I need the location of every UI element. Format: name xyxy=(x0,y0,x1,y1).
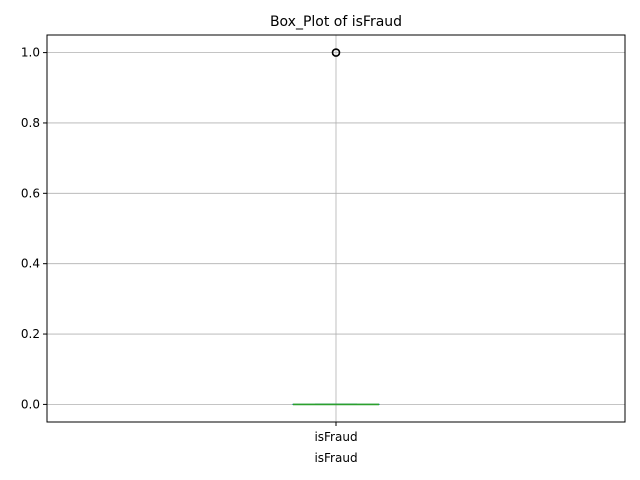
y-tick-label: 0.0 xyxy=(21,397,40,411)
boxes xyxy=(292,48,380,406)
y-tick-label: 0.6 xyxy=(21,186,40,200)
grid-lines xyxy=(47,35,625,422)
x-axis-label: isFraud xyxy=(314,451,357,465)
y-axis: 0.0 0.2 0.4 0.6 0.8 1.0 xyxy=(21,46,47,411)
chart-title: Box_Plot of isFraud xyxy=(270,14,402,30)
y-tick-label: 0.8 xyxy=(21,116,40,130)
y-tick-label: 1.0 xyxy=(21,46,40,60)
x-axis: isFraud xyxy=(314,422,358,444)
outlier-point xyxy=(331,48,341,57)
x-tick-label: isFraud xyxy=(314,430,357,444)
y-tick-label: 0.2 xyxy=(21,327,40,341)
y-tick-label: 0.4 xyxy=(21,257,40,271)
plot-area-frame xyxy=(46,34,626,423)
